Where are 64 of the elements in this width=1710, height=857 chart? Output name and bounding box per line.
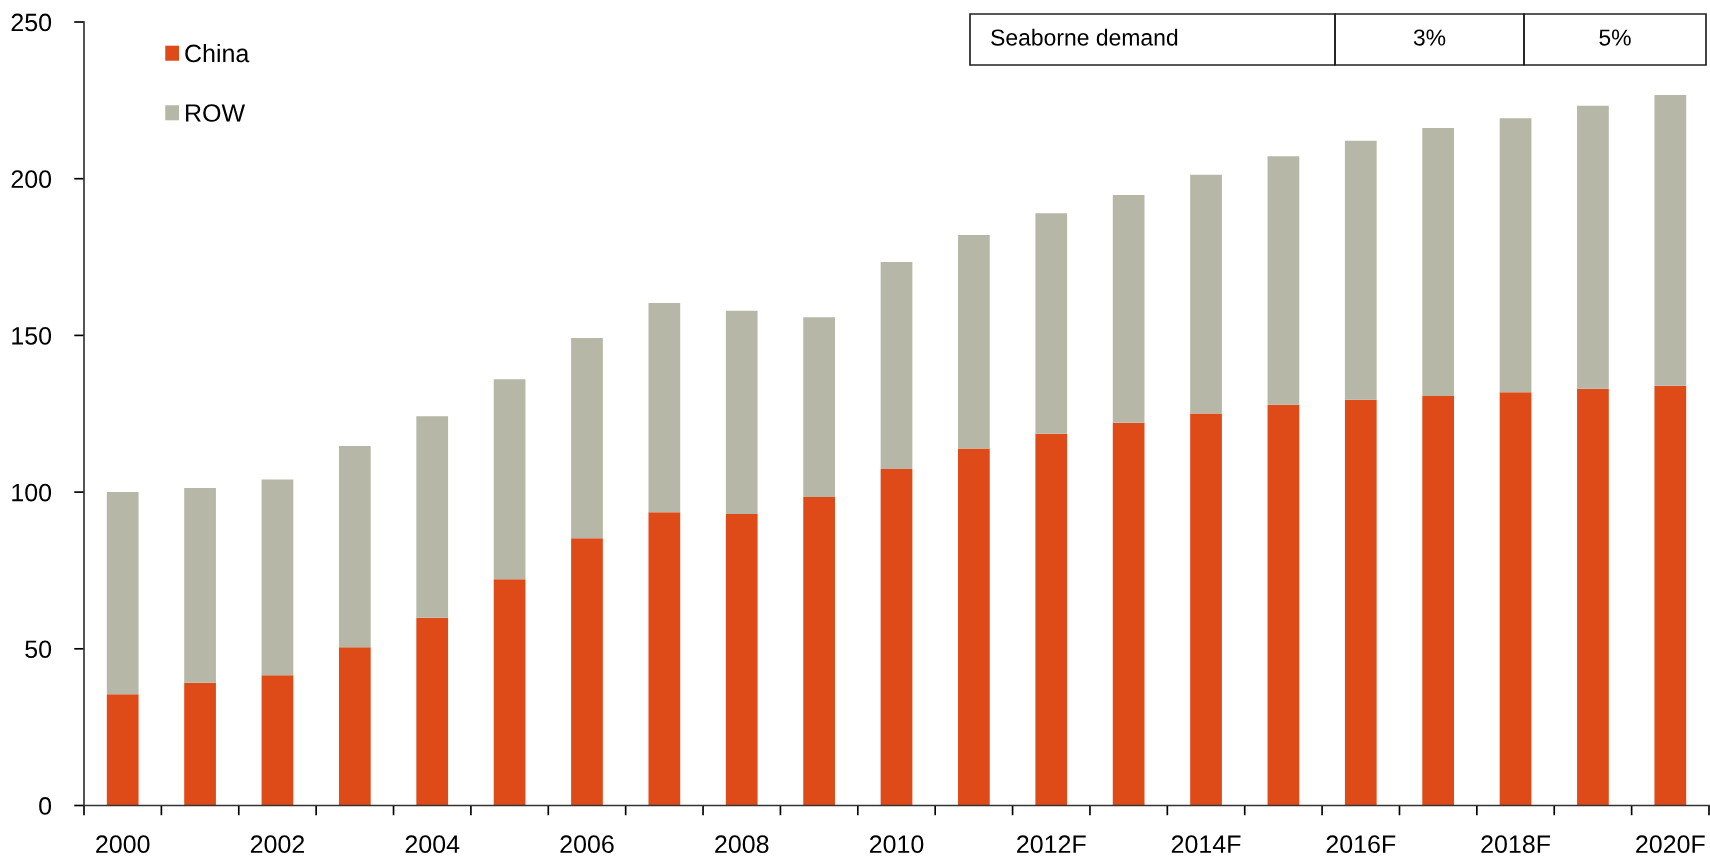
bar: [803, 317, 835, 498]
x-tick-label: 2002: [250, 835, 305, 854]
bar: [261, 479, 294, 676]
bar: [1035, 433, 1068, 806]
bar: [1267, 156, 1300, 405]
legend-label: ROW: [186, 104, 246, 122]
x-tick-label: 2010: [869, 835, 924, 854]
bar: [1267, 404, 1300, 806]
annotation: 5%: [1599, 29, 1631, 46]
bar: [803, 497, 835, 806]
bar: [958, 448, 990, 806]
y-tick-label: 250: [11, 13, 52, 32]
bar: [1654, 385, 1687, 806]
bar: [1577, 105, 1609, 389]
x-tick-label: 2016F: [1326, 835, 1396, 854]
bar: [880, 262, 913, 469]
x-tick-label: 2008: [715, 835, 769, 854]
bar: [571, 337, 603, 539]
bar: [416, 416, 449, 618]
bar: [1190, 174, 1222, 414]
x-tick-label: 2000: [96, 835, 150, 854]
bar: [1422, 127, 1455, 396]
bar: [338, 647, 371, 806]
bar: [338, 446, 371, 648]
bar: [648, 303, 681, 513]
bar: [416, 617, 449, 806]
bar: [261, 675, 294, 806]
legend-label: China: [185, 43, 250, 63]
bar: [725, 514, 758, 806]
bar: [184, 488, 216, 683]
y-tick-label: 100: [12, 483, 52, 502]
bar: [648, 512, 681, 806]
annotation: Seaborne demand: [991, 28, 1178, 46]
bar: [1577, 388, 1609, 806]
bar: [184, 682, 216, 806]
bar: [493, 579, 526, 806]
bar: [1344, 399, 1377, 806]
y-tick-label: 50: [25, 640, 52, 659]
bar: [1112, 422, 1145, 806]
y-tick-label: 200: [11, 170, 52, 188]
bar: [1422, 395, 1455, 806]
bar: [571, 538, 603, 806]
bar: [880, 468, 913, 806]
bar: [1112, 195, 1145, 423]
x-tick-label: 2014F: [1171, 835, 1241, 854]
y-tick-label: 150: [12, 327, 52, 345]
bar: [958, 235, 990, 449]
x-tick-label: 2004: [405, 835, 460, 854]
bar: [1344, 140, 1377, 400]
x-tick-label: 2012F: [1017, 835, 1086, 854]
bar: [1190, 413, 1222, 806]
annotation: 3%: [1413, 29, 1446, 46]
bar: [1035, 213, 1068, 434]
bar: [493, 379, 526, 580]
bar: [106, 694, 139, 806]
bar: [725, 310, 758, 515]
bar: [1499, 118, 1532, 393]
x-tick-label: 2018F: [1481, 835, 1550, 854]
x-tick-label: 2006: [560, 835, 614, 854]
bar: [106, 492, 139, 695]
y-tick-label: 0: [39, 797, 52, 815]
bar: [1654, 95, 1687, 386]
x-tick-label: 2020F: [1636, 835, 1705, 854]
bar: [1499, 392, 1532, 806]
